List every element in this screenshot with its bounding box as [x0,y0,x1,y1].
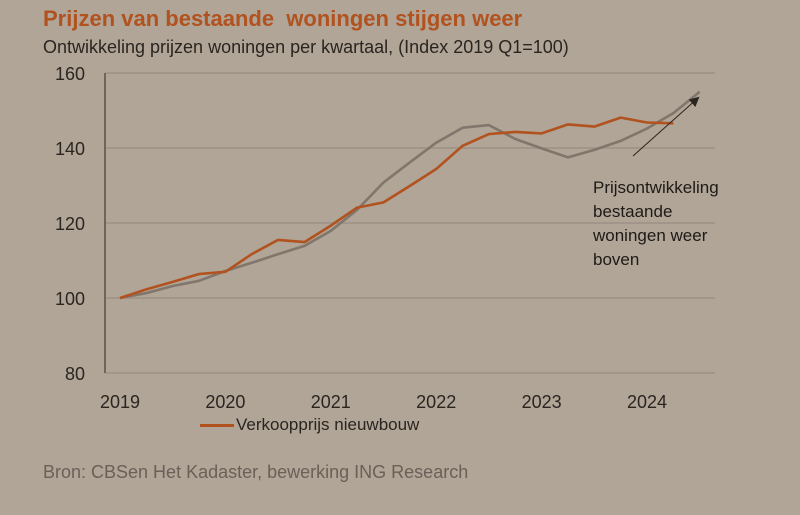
series-line-new-build [119,116,674,300]
annotation-line: bestaande [593,202,673,221]
legend-label-new-build: Verkoopprijs nieuwbouw [236,415,420,434]
x-tick-label: 2019 [100,392,140,412]
y-tick-label: 140 [55,139,85,159]
annotation-line: Prijsontwikkeling [593,178,719,197]
x-tick-label: 2023 [522,392,562,412]
x-tick-label: 2021 [311,392,351,412]
annotation-line: boven [593,250,640,269]
annotation-line: woningen weer [593,226,708,245]
chart-title: Prijzen van bestaande woningen stijgen w… [43,6,523,31]
legend-swatch-new-build [200,423,234,427]
legend: Verkoopprijs nieuwbouw [200,415,419,435]
annotation-arrow [632,96,700,157]
y-tick-label: 80 [65,364,85,384]
y-tick-label: 160 [55,64,85,84]
source-note: Bron: CBSen Het Kadaster, bewerking ING … [43,462,469,482]
annotation: Prijsontwikkeling bestaande woningen wee… [593,176,719,272]
y-tick-label: 100 [55,289,85,309]
y-tick-label: 120 [55,214,85,234]
x-tick-label: 2024 [627,392,667,412]
chart-subtitle: Ontwikkeling prijzen woningen per kwarta… [43,37,569,57]
x-tick-label: 2020 [205,392,245,412]
x-tick-label: 2022 [416,392,456,412]
